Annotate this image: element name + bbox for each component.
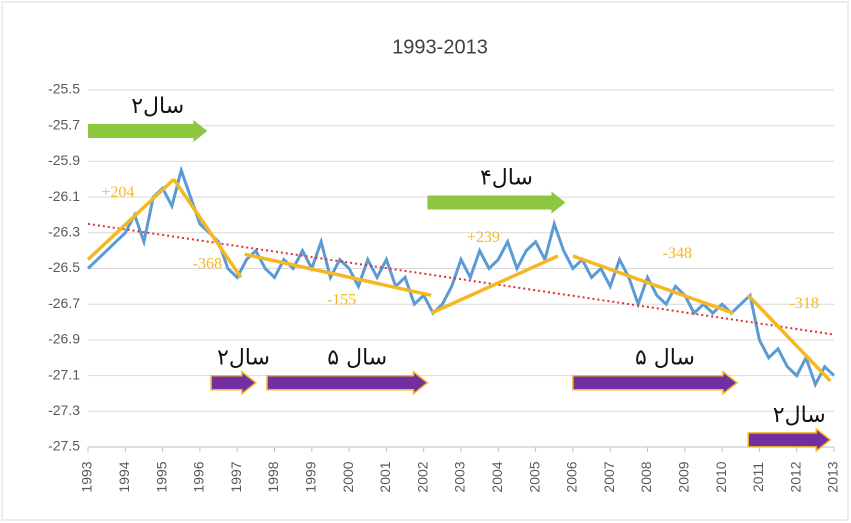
x-tick-label: 2006 (564, 461, 580, 492)
chart-title: 1993-2013 (392, 36, 488, 58)
y-tick-label: -26.9 (48, 331, 80, 347)
segment-label: -368 (193, 256, 222, 273)
trend-segment (172, 178, 243, 279)
x-tick-label: 1996 (191, 461, 207, 492)
y-tick-label: -27.5 (48, 438, 80, 454)
x-tick-label: 2000 (340, 461, 356, 492)
arrow-label: ۲سال (773, 403, 826, 428)
arrow-label: ۴سال (480, 165, 533, 190)
arrow (572, 370, 739, 396)
x-tick-label: 2002 (414, 461, 430, 492)
segment-label: -318 (789, 295, 818, 312)
x-tick-label: 2001 (377, 461, 393, 492)
trend-segment (430, 254, 559, 315)
x-tick-label: 2010 (713, 461, 729, 492)
arrow (88, 120, 208, 143)
x-tick-label: 2003 (452, 461, 468, 492)
segment-label: +239 (467, 229, 500, 246)
trend-segment (746, 294, 832, 383)
arrow (747, 427, 832, 453)
y-tick-label: -25.7 (48, 116, 80, 132)
arrow (210, 370, 258, 396)
x-tick-label: 1999 (303, 461, 319, 492)
trend-segment (572, 254, 734, 315)
x-tick-label: 1998 (265, 461, 281, 492)
y-tick-label: -27.1 (48, 366, 80, 382)
segment-label: -348 (663, 245, 692, 262)
x-tick-label: 2005 (526, 461, 542, 492)
trend-line (87, 222, 835, 336)
x-tick-label: 1993 (79, 461, 95, 492)
arrow (266, 370, 429, 396)
x-tick-label: 2009 (676, 461, 692, 492)
trend-segment (244, 252, 432, 297)
arrow-label: ۵ سال (327, 346, 387, 371)
arrow-label: ۲سال (217, 346, 270, 371)
arrow-label: ۲سال (131, 94, 184, 119)
y-tick-label: -26.5 (48, 259, 80, 275)
y-tick-label: -25.9 (48, 152, 80, 168)
y-tick-label: -27.3 (48, 402, 80, 418)
arrow (427, 191, 566, 214)
x-tick-label: 1994 (116, 461, 132, 492)
x-tick-label: 2007 (601, 461, 617, 492)
x-tick-label: 2011 (750, 462, 766, 492)
x-tick-label: 2004 (489, 461, 505, 492)
trend-segment (86, 177, 175, 261)
y-tick-label: -26.3 (48, 224, 80, 240)
x-tick-label: 2013 (825, 461, 841, 492)
x-tick-label: 2012 (787, 461, 803, 492)
arrow-label: ۵ سال (635, 346, 695, 371)
y-tick-label: -25.5 (48, 81, 80, 97)
segment-label: -155 (327, 291, 356, 308)
x-tick-label: 1997 (228, 461, 244, 492)
segment-label: +204 (101, 184, 134, 201)
y-tick-label: -26.7 (48, 295, 80, 311)
x-tick-label: 2008 (638, 461, 654, 492)
y-tick-label: -26.1 (48, 188, 80, 204)
x-tick-label: 1995 (153, 461, 169, 492)
